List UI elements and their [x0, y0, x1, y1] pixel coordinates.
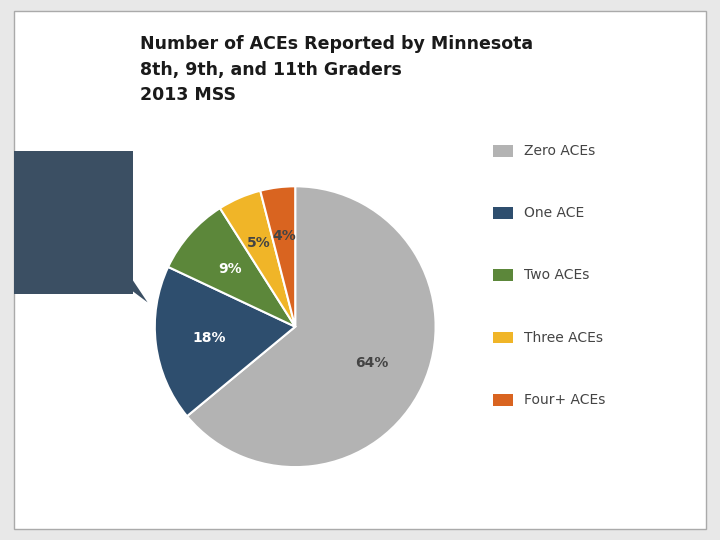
Text: Number of ACEs Reported by Minnesota
8th, 9th, and 11th Graders
2013 MSS: Number of ACEs Reported by Minnesota 8th… — [140, 35, 534, 105]
Text: One ACE: One ACE — [524, 206, 585, 220]
Text: 5%: 5% — [247, 236, 271, 250]
Text: 64%: 64% — [355, 355, 388, 369]
Text: 8th graders were
as likely as 11th
graders to report
4+ ACEs: 8th graders were as likely as 11th grade… — [17, 183, 131, 252]
Text: 4%: 4% — [272, 229, 296, 243]
Text: Two ACEs: Two ACEs — [524, 268, 590, 282]
Text: 9%: 9% — [218, 262, 242, 276]
Text: Three ACEs: Three ACEs — [524, 330, 603, 345]
Wedge shape — [187, 186, 436, 467]
Text: Four+ ACEs: Four+ ACEs — [524, 393, 606, 407]
Wedge shape — [155, 267, 295, 416]
Wedge shape — [261, 186, 295, 327]
Wedge shape — [168, 208, 295, 327]
Wedge shape — [220, 191, 295, 327]
Text: Zero ACEs: Zero ACEs — [524, 144, 595, 158]
Text: 18%: 18% — [192, 330, 225, 345]
